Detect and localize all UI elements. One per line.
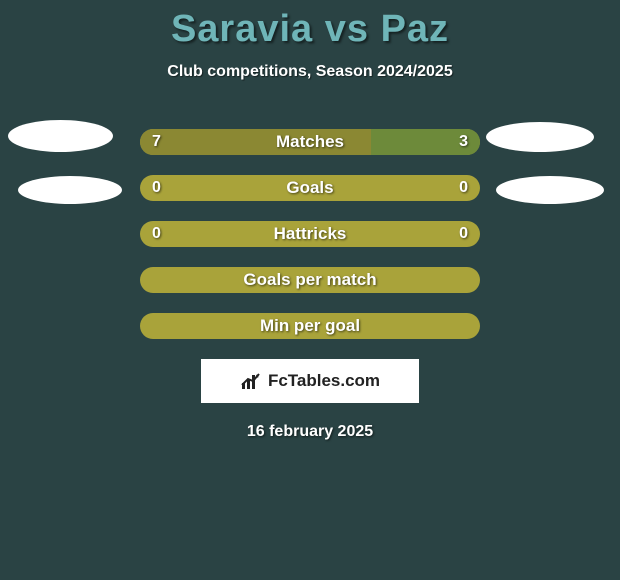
stat-row: Goals per match — [0, 257, 620, 303]
stats-container: 73Matches00Goals00HattricksGoals per mat… — [0, 119, 620, 349]
stat-value-left: 7 — [152, 133, 161, 151]
stat-bar-left — [140, 129, 371, 155]
stat-bar — [140, 221, 480, 247]
attribution-text: FcTables.com — [268, 371, 380, 391]
attribution-badge: FcTables.com — [201, 359, 419, 403]
decorative-ellipse — [18, 176, 122, 204]
page-title: Saravia vs Paz — [0, 0, 620, 51]
stat-row: 00Hattricks — [0, 211, 620, 257]
stat-bar — [140, 175, 480, 201]
stat-value-left: 0 — [152, 225, 161, 243]
stat-value-right: 0 — [459, 179, 468, 197]
stat-value-right: 0 — [459, 225, 468, 243]
stat-row: Min per goal — [0, 303, 620, 349]
stat-bar — [140, 313, 480, 339]
stat-bar — [140, 129, 480, 155]
subtitle: Club competitions, Season 2024/2025 — [0, 63, 620, 81]
date-text: 16 february 2025 — [0, 423, 620, 441]
stat-value-right: 3 — [459, 133, 468, 151]
decorative-ellipse — [8, 120, 113, 152]
decorative-ellipse — [496, 176, 604, 204]
chart-icon — [240, 371, 262, 391]
decorative-ellipse — [486, 122, 594, 152]
stat-bar — [140, 267, 480, 293]
stat-value-left: 0 — [152, 179, 161, 197]
